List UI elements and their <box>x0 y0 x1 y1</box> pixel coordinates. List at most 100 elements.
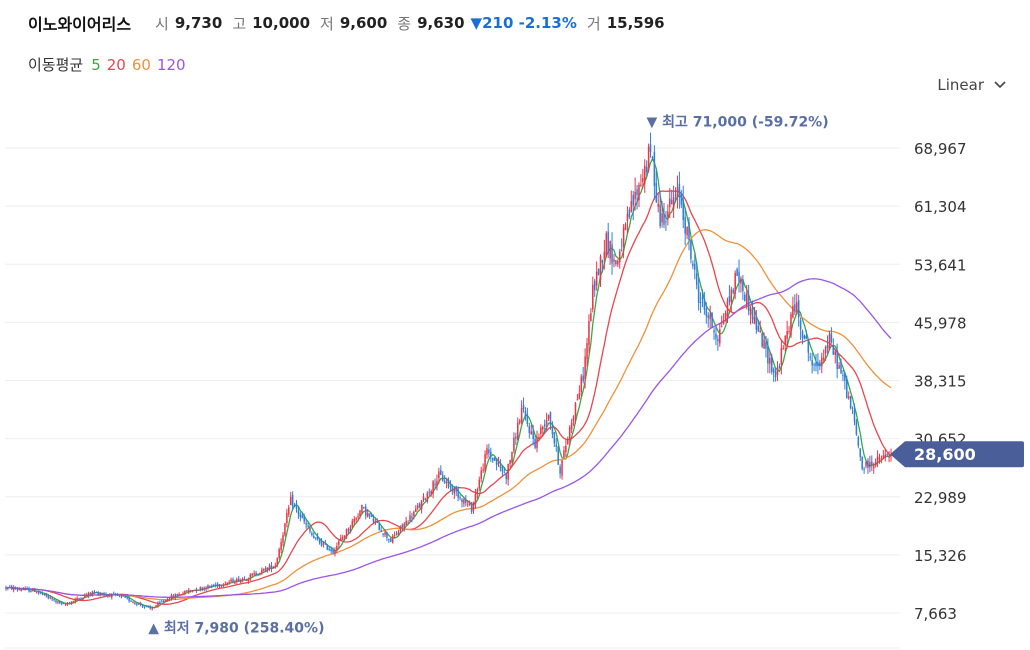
candle <box>416 502 419 511</box>
candle <box>53 598 55 602</box>
candle <box>393 531 396 538</box>
candle <box>264 566 267 573</box>
candle <box>259 572 261 576</box>
candle <box>534 435 536 450</box>
y-tick-label: 38,315 <box>914 373 967 391</box>
candle <box>268 563 271 572</box>
candle <box>186 590 188 593</box>
current-price-tag: 28,600 <box>890 441 1024 468</box>
candle <box>10 584 13 591</box>
candle <box>765 335 767 358</box>
candle <box>118 594 121 598</box>
ma-legend-5[interactable]: 5 <box>91 55 101 74</box>
candle <box>276 557 279 568</box>
candle <box>861 456 863 471</box>
candle <box>37 590 40 595</box>
candle <box>399 525 402 534</box>
candle <box>205 586 207 592</box>
candle <box>624 222 627 231</box>
candle <box>643 159 646 193</box>
candle <box>882 450 885 460</box>
candle <box>297 506 300 519</box>
candle <box>51 596 53 602</box>
candle <box>607 222 609 259</box>
candle <box>763 332 765 349</box>
candle <box>580 374 583 397</box>
candle <box>536 430 538 453</box>
candle <box>584 348 586 389</box>
y-tick-label: 22,989 <box>914 489 967 507</box>
candle <box>336 542 338 554</box>
candle <box>497 456 500 467</box>
candle <box>49 595 51 600</box>
candle <box>507 463 509 486</box>
candle <box>261 567 263 575</box>
candle <box>241 577 244 583</box>
candle <box>349 524 352 534</box>
candle <box>682 185 685 229</box>
candle <box>440 465 442 476</box>
candle <box>755 310 758 334</box>
scale-select[interactable]: Linear <box>937 76 1006 94</box>
candle <box>441 471 444 482</box>
candle <box>878 453 881 464</box>
candle <box>457 486 459 502</box>
candle <box>314 537 317 541</box>
candle <box>12 585 15 593</box>
candle <box>382 533 384 538</box>
candle <box>89 591 92 597</box>
candle <box>95 591 98 594</box>
candle <box>357 513 359 522</box>
candle <box>449 480 452 491</box>
candle <box>559 464 561 479</box>
candle <box>657 193 659 213</box>
candle <box>101 592 103 596</box>
candle <box>430 489 432 497</box>
candle <box>76 596 78 601</box>
candle <box>84 593 86 599</box>
candle <box>632 191 634 221</box>
candle <box>278 547 280 560</box>
candle <box>207 584 209 590</box>
candle <box>476 487 479 499</box>
ma-legend-20[interactable]: 20 <box>106 55 126 74</box>
candle <box>776 361 779 382</box>
candle <box>30 590 32 593</box>
ma-legend-60[interactable]: 60 <box>131 55 151 74</box>
candle <box>226 582 229 586</box>
candle <box>642 168 644 189</box>
candle <box>867 458 869 474</box>
candle <box>538 433 540 442</box>
candle <box>212 583 215 587</box>
candle <box>247 577 250 584</box>
candle <box>420 499 423 514</box>
candle <box>703 292 706 315</box>
candle <box>851 406 854 414</box>
candle <box>239 578 242 584</box>
candle <box>745 284 748 310</box>
candle <box>886 453 888 458</box>
candle <box>114 592 117 597</box>
candle <box>57 600 59 605</box>
ma-legend-120[interactable]: 120 <box>156 55 186 74</box>
ma-line-20 <box>5 190 892 605</box>
candle <box>822 349 825 363</box>
candle <box>378 522 381 531</box>
candle <box>617 259 619 268</box>
candle <box>122 595 125 597</box>
candle <box>613 254 615 268</box>
candle <box>105 592 107 596</box>
candle <box>493 456 496 461</box>
candle <box>386 531 388 541</box>
candle <box>730 286 733 313</box>
candle <box>255 570 257 577</box>
candle <box>836 343 838 379</box>
candle <box>361 504 363 514</box>
candle <box>224 581 227 586</box>
candle <box>405 516 407 526</box>
candle <box>72 600 75 603</box>
candle <box>7 586 9 591</box>
candle <box>291 491 294 511</box>
candle <box>590 307 592 322</box>
